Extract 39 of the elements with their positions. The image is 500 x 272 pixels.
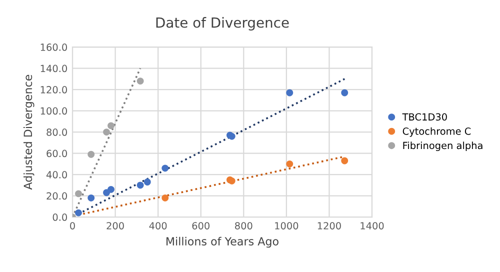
- y-tick-label: 40.0: [46, 171, 67, 178]
- point: [136, 78, 144, 85]
- y-tick-label: 0.0: [52, 214, 67, 221]
- point: [88, 194, 95, 202]
- x-axis-title: Millions of Years Ago: [166, 236, 278, 248]
- point: [162, 164, 169, 172]
- legend-label: TBC1D30: [402, 113, 447, 121]
- y-tick-label: 140.0: [40, 64, 67, 72]
- y-tick-label: 160.0: [40, 44, 67, 51]
- point: [286, 160, 294, 168]
- point: [75, 209, 82, 216]
- x-tick-label: 600: [192, 222, 210, 230]
- x-tick-label: 1200: [318, 222, 341, 230]
- legend-label: Fibrinogen alpha: [403, 142, 482, 152]
- x-tick-label: 0: [70, 222, 75, 230]
- point: [341, 157, 348, 164]
- y-tick-label: 100.0: [40, 107, 67, 115]
- x-tick-label: 800: [235, 222, 252, 230]
- legend-label: Cytochrome C: [402, 127, 471, 137]
- point: [108, 122, 114, 130]
- point: [341, 89, 348, 96]
- x-tick-label: 400: [149, 222, 167, 230]
- point: [108, 186, 114, 193]
- point: [88, 150, 95, 158]
- x-tick-label: 1000: [275, 222, 298, 230]
- y-axis-title: Adjusted Divergence: [23, 74, 34, 190]
- point: [103, 128, 110, 136]
- x-tick-label: 1400: [360, 222, 384, 230]
- y-tick-label: 20.0: [46, 192, 67, 200]
- point: [75, 190, 82, 198]
- y-tick-label: 120.0: [40, 86, 67, 94]
- point: [162, 194, 169, 202]
- x-tick-label: 200: [106, 222, 124, 230]
- y-tick-label: 60.0: [46, 150, 67, 158]
- y-tick-label: 80.0: [46, 128, 67, 136]
- point: [144, 178, 151, 186]
- chart-title: Date of Divergence: [156, 17, 289, 30]
- point: [286, 89, 294, 96]
- point: [136, 182, 144, 189]
